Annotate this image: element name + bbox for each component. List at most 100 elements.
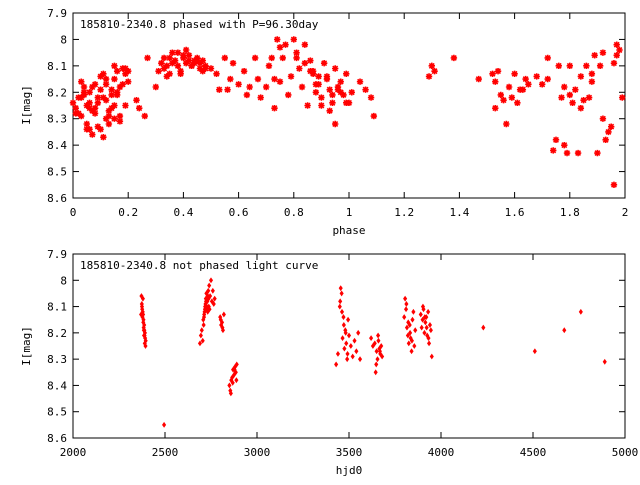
- data-point: [108, 86, 115, 93]
- x-axis-label: phase: [332, 224, 365, 237]
- data-point: [108, 104, 115, 112]
- data-point: [338, 298, 343, 305]
- data-point: [224, 86, 231, 93]
- data-point: [340, 335, 345, 342]
- data-point: [160, 54, 168, 62]
- data-point: [375, 356, 380, 363]
- data-point: [426, 308, 431, 315]
- data-point: [72, 110, 79, 117]
- data-point: [337, 303, 342, 310]
- data-point: [296, 65, 303, 72]
- data-point: [420, 303, 426, 310]
- data-point: [271, 104, 278, 112]
- data-point: [561, 83, 568, 91]
- data-point: [91, 104, 99, 112]
- data-point: [86, 99, 93, 107]
- data-point: [377, 348, 382, 355]
- data-point: [227, 382, 232, 389]
- data-point: [334, 83, 342, 91]
- data-point: [206, 295, 211, 302]
- data-point: [97, 86, 104, 93]
- data-point: [350, 353, 355, 360]
- data-point: [199, 57, 206, 64]
- data-point: [97, 126, 104, 133]
- data-point: [519, 86, 527, 93]
- data-point: [218, 316, 223, 323]
- data-point: [78, 112, 85, 120]
- data-point: [113, 89, 121, 96]
- data-point: [263, 83, 270, 91]
- data-point: [500, 97, 507, 104]
- data-point: [105, 107, 113, 114]
- data-point: [185, 52, 193, 59]
- y-tick-labels: 7.9 8 8.1 8.2 8.3 8.4 8.5 8.6: [47, 7, 625, 205]
- data-point: [301, 41, 309, 48]
- data-point: [497, 91, 504, 99]
- data-point: [199, 327, 204, 334]
- data-point: [207, 65, 215, 72]
- data-point: [422, 329, 427, 336]
- data-point: [182, 46, 190, 54]
- data-point: [425, 73, 433, 80]
- x-tick-label: 0: [70, 206, 77, 219]
- data-point: [221, 54, 228, 62]
- x-tick-label: 4000: [428, 446, 455, 459]
- data-point: [539, 81, 546, 88]
- data-point: [370, 112, 378, 120]
- data-point: [97, 73, 104, 80]
- data-point: [163, 73, 171, 80]
- data-point: [207, 306, 212, 313]
- y-tick-labels: 7.9 8 8.1 8.2 8.3 8.4 8.5 8.6: [47, 248, 625, 445]
- data-point: [605, 128, 612, 136]
- data-point: [357, 356, 363, 363]
- data-point: [566, 62, 573, 70]
- data-point: [102, 75, 110, 83]
- data-point: [610, 60, 618, 67]
- y-tick-label: 8.3: [47, 353, 67, 366]
- y-tick-label: 8: [60, 33, 67, 46]
- y-tick-label: 8.6: [47, 192, 67, 205]
- data-point: [338, 285, 343, 292]
- data-point: [182, 60, 190, 67]
- data-point: [566, 91, 573, 99]
- data-point: [403, 295, 408, 302]
- x-tick-label: 0.2: [118, 206, 138, 219]
- data-point: [569, 99, 576, 107]
- data-point: [619, 94, 626, 101]
- data-point: [403, 306, 409, 313]
- data-points: [139, 277, 607, 428]
- data-point: [410, 316, 415, 323]
- y-tick-label: 8.2: [47, 86, 67, 99]
- data-point: [298, 83, 306, 91]
- data-point: [271, 75, 278, 83]
- data-point: [142, 322, 147, 328]
- data-point: [89, 83, 96, 91]
- data-point: [91, 110, 99, 117]
- data-point: [139, 303, 145, 310]
- y-tick-label: 8.6: [47, 432, 67, 445]
- y-tick-label: 8.5: [47, 166, 67, 179]
- chart-title: 185810-2340.8 not phased light curve: [80, 259, 318, 272]
- data-point: [339, 308, 345, 315]
- data-point: [282, 41, 289, 48]
- data-point: [514, 99, 521, 107]
- data-point: [613, 52, 620, 59]
- data-point: [533, 73, 540, 80]
- data-point: [307, 57, 314, 64]
- data-point: [562, 327, 567, 334]
- data-point: [208, 277, 214, 284]
- data-point: [558, 94, 565, 101]
- data-point: [404, 324, 410, 331]
- data-point: [332, 65, 339, 72]
- data-point: [257, 94, 264, 101]
- data-point: [169, 49, 176, 56]
- data-point: [307, 67, 314, 75]
- data-point: [78, 94, 85, 101]
- data-point: [234, 377, 239, 384]
- data-point: [86, 89, 93, 96]
- data-point: [577, 73, 585, 80]
- data-point: [116, 83, 124, 91]
- data-point: [94, 123, 102, 130]
- data-point: [201, 316, 206, 323]
- data-point: [312, 89, 320, 96]
